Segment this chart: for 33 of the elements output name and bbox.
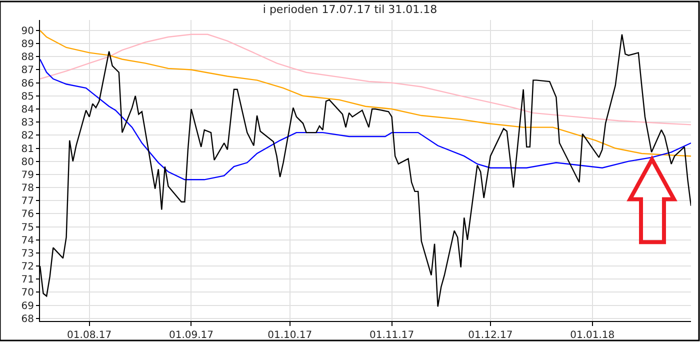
- y-tick-label: 87: [21, 65, 34, 76]
- y-tick-label: 83: [21, 118, 34, 129]
- y-tick-label: 73: [21, 248, 34, 260]
- y-tick-label: 72: [21, 262, 34, 273]
- x-tick-label: 01.01.18: [570, 330, 615, 341]
- y-tick-label: 78: [21, 183, 34, 194]
- y-tick-label: 76: [21, 209, 34, 220]
- y-tick-label: 85: [21, 91, 34, 102]
- chart-title: i perioden 17.07.17 til 31.01.18: [262, 2, 438, 16]
- x-tick-label: 01.12.17: [468, 330, 513, 341]
- x-tick-label: 01.09.17: [168, 330, 214, 341]
- y-tick-label: 79: [21, 170, 34, 181]
- x-tick-label: 01.08.17: [67, 330, 112, 341]
- y-tick-label: 74: [21, 235, 34, 246]
- line-series: [40, 30, 691, 157]
- y-tick-label: 68: [21, 314, 34, 325]
- y-tick-label: 86: [21, 78, 34, 90]
- x-tick-label: 01.10.17: [268, 330, 312, 341]
- line-series: [40, 34, 691, 126]
- y-tick-label: 84: [21, 104, 34, 116]
- y-tick-label: 90: [21, 26, 34, 37]
- y-tick-label: 77: [21, 196, 34, 208]
- y-tick-label: 88: [21, 52, 34, 64]
- y-tick-label: 69: [21, 300, 34, 312]
- y-tick-label: 89: [21, 39, 34, 50]
- line-series: [40, 58, 691, 180]
- y-tick-label: 82: [21, 130, 34, 142]
- x-tick-label: 01.11.17: [370, 330, 414, 341]
- y-tick-label: 81: [21, 144, 34, 155]
- y-tick-label: 70: [21, 288, 34, 299]
- y-tick-label: 71: [21, 274, 34, 286]
- y-tick-label: 75: [21, 222, 34, 234]
- y-tick-label: 80: [21, 156, 34, 168]
